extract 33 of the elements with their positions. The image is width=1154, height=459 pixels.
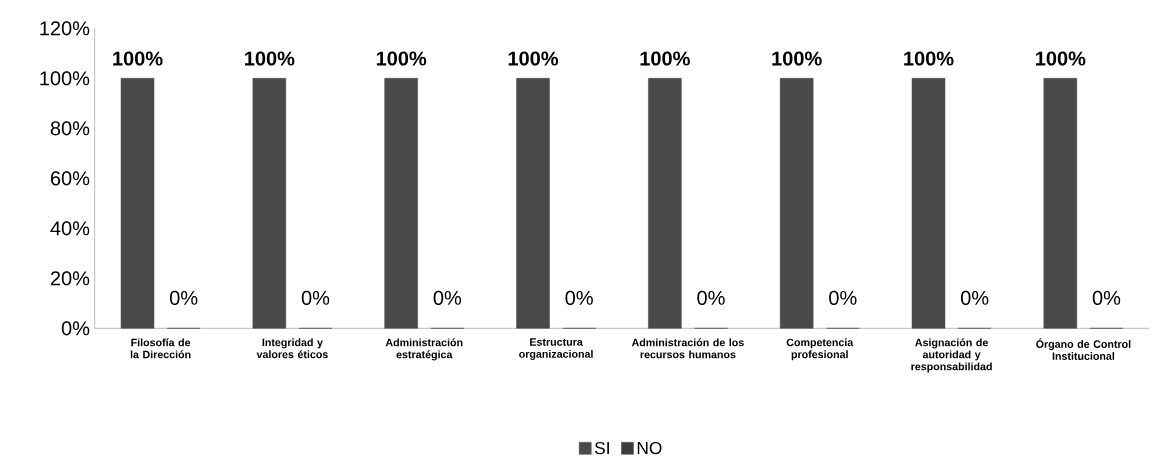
data-label: 0% — [697, 290, 725, 305]
x-tick-label: Administración estratégica — [385, 338, 463, 361]
legend-label: NO — [637, 441, 662, 455]
data-label: 100% — [1036, 51, 1086, 66]
data-label: 0% — [1092, 290, 1121, 305]
legend-label: SI — [594, 441, 609, 455]
x-tick-label: Filosofía de la Dirección — [130, 338, 191, 359]
data-label: 100% — [508, 51, 559, 66]
data-label: 100% — [113, 51, 163, 66]
y-tick-label: 100% — [40, 71, 90, 86]
x-tick-label: Asignación de autoridad y responsabilidad — [911, 338, 992, 373]
y-tick-label: 60% — [50, 171, 90, 186]
y-tick-label: 40% — [50, 221, 90, 236]
data-label: 0% — [565, 290, 593, 305]
data-label: 100% — [772, 51, 822, 66]
y-tick-label: 120% — [40, 21, 90, 36]
x-tick-label: Competencia profesional — [786, 338, 854, 361]
y-tick-label: 20% — [50, 271, 90, 286]
x-tick-label: Integridad y valores éticos — [256, 338, 328, 359]
data-label: 0% — [960, 290, 989, 305]
y-tick-label: 0% — [61, 321, 90, 336]
data-label: 0% — [433, 290, 462, 305]
x-tick-label: Administración de los recursos humanos — [631, 338, 744, 359]
data-label: 100% — [245, 51, 295, 66]
data-label: 0% — [169, 290, 198, 305]
data-label: 100% — [376, 51, 427, 66]
y-tick-label: 80% — [50, 121, 90, 136]
data-label: 100% — [904, 51, 954, 66]
data-label: 0% — [829, 290, 857, 305]
x-tick-label: Órgano de Control Institucional — [1036, 338, 1131, 360]
data-label: 0% — [301, 290, 330, 305]
x-tick-label: Estructura organizacional — [519, 338, 593, 360]
data-label: 100% — [640, 51, 690, 66]
